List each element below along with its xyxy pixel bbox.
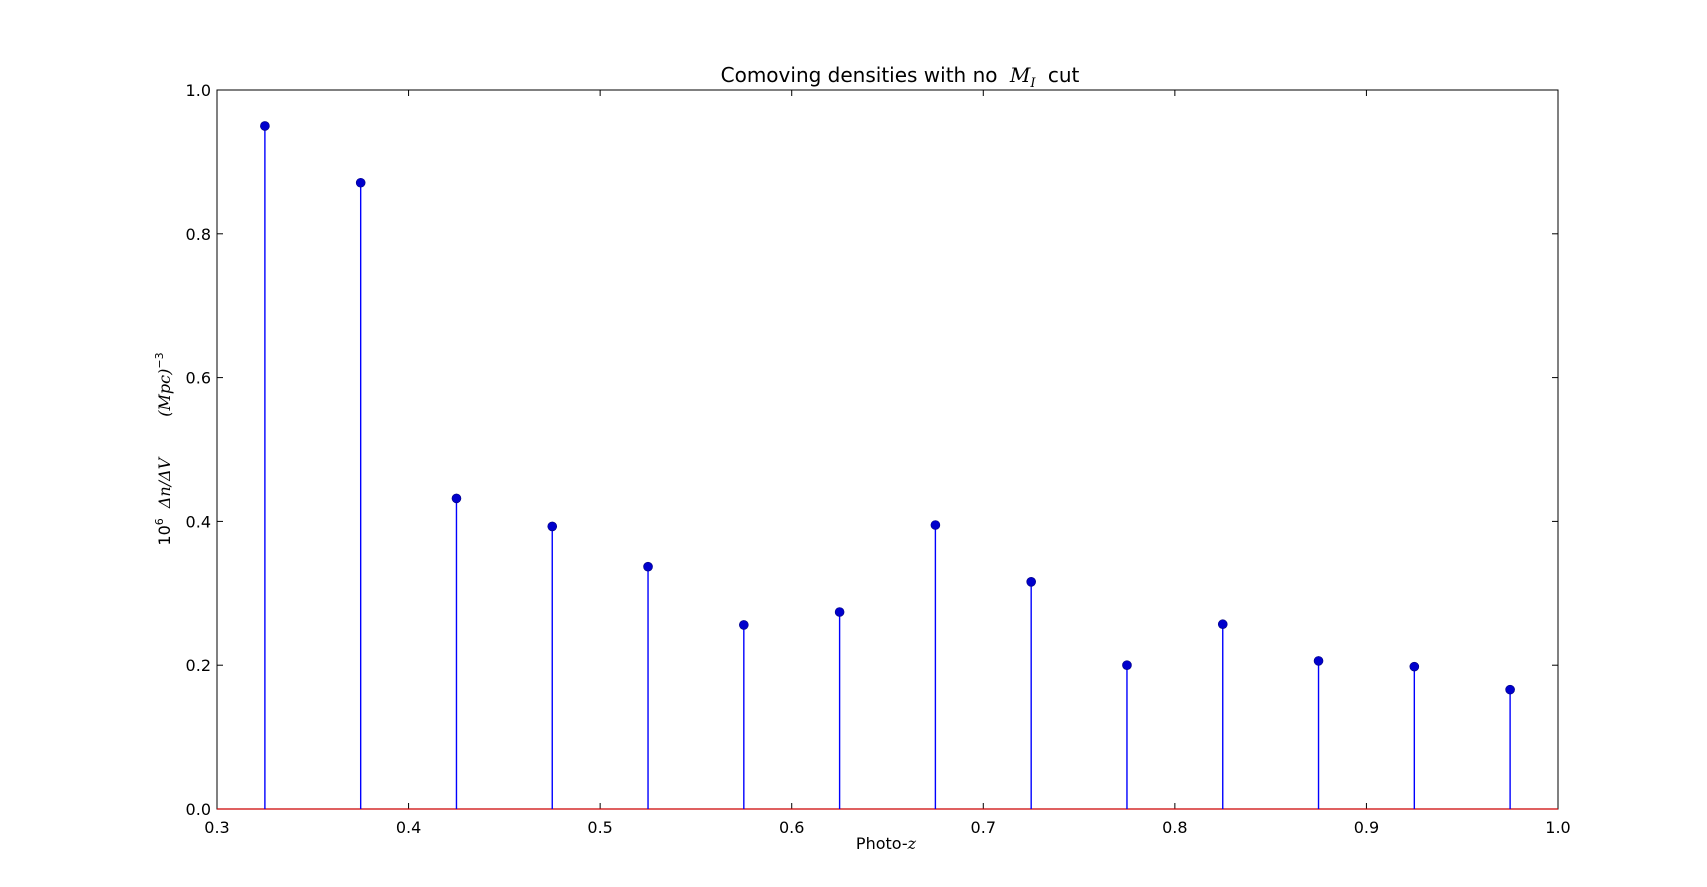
title-math-sub: I [1029,76,1036,91]
x-tick-label: 0.4 [396,818,421,837]
chart-title: Comoving densities with no MI cut [721,63,1080,92]
ticks-layer: 0.3 0.4 0.5 0.6 0.7 0.8 0.9 1.0 0.0 0.2 0.4 0.6 0.8 1… [186,81,1571,837]
stem-marker [1505,684,1515,695]
stem-marker [930,520,941,530]
y-axis-label-sup: 6 [153,518,166,525]
stem-marker [1217,619,1228,630]
y-tick-label: 0.4 [186,512,211,531]
stems-layer [217,121,1558,810]
stem-marker [260,121,270,131]
stem-marker [547,521,558,532]
x-tick-label: 0.9 [1354,818,1379,837]
stem-marker [1026,576,1036,587]
y-axis-label-math: Δn/ΔV [155,456,174,509]
y-tick-label: 0.8 [186,225,211,244]
y-tick-label: 0.2 [186,656,211,675]
y-tick-label: 1.0 [186,81,211,100]
x-tick-label: 0.3 [204,818,229,837]
plot-frame [216,89,1559,810]
x-tick-label: 0.6 [779,818,804,837]
stem-marker [834,607,845,617]
stem-marker [1313,656,1324,666]
stem-marker [355,177,366,188]
x-tick-label: 0.8 [1162,818,1187,837]
y-axis-label-unit: (Mpc) [155,369,174,417]
y-tick-label: 0.0 [186,800,211,819]
stem-marker [1409,661,1420,672]
title-text: Comoving densities with no [721,63,998,87]
x-tick-label: 0.5 [587,818,612,837]
x-axis-label: Photo-z [856,834,917,853]
x-axis-label-text: Photo- [856,834,908,853]
y-axis-label-base: 10 [155,525,174,545]
stem-marker [451,493,462,504]
y-axis-label: 106 Δn/ΔV (Mpc)−3 [148,352,174,545]
stem-marker [1122,660,1132,671]
x-tick-label: 0.7 [971,818,996,837]
y-tick-label: 0.6 [186,369,211,388]
stem-marker [739,620,749,630]
title-math: M [1009,63,1031,87]
x-axis-label-math: z [907,834,917,853]
x-tick-label: 1.0 [1545,818,1570,837]
stem-marker [643,561,653,572]
title-suffix: cut [1048,63,1080,87]
y-axis-label-unit-sup: −3 [153,352,166,368]
